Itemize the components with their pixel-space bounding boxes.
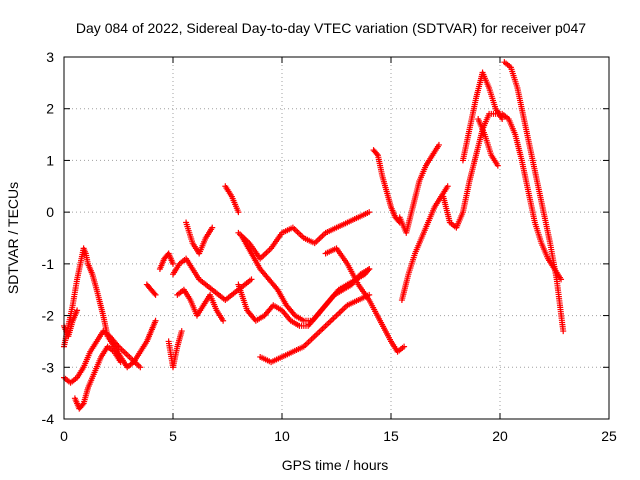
data-point [366,209,373,216]
data-point [151,290,158,297]
data-point [365,267,372,274]
x-axis-label: GPS time / hours [282,457,389,473]
data-point [170,260,176,267]
series-track-11 [222,183,242,216]
series-track-9 [174,286,227,324]
y-tick-label: 0 [46,204,54,220]
series-track-15 [257,291,373,366]
series-track-5 [143,281,159,298]
series-track-17 [370,147,403,226]
series-track-2 [61,328,144,386]
data-point [152,317,159,324]
data-point [366,266,373,273]
series-track-10 [183,219,216,257]
y-tick-label: -1 [42,256,55,272]
data-point [74,307,81,314]
y-tick-label: 1 [46,152,54,168]
data-point [178,328,185,335]
data-points [61,59,567,412]
data-point [248,276,255,283]
x-tick-label: 15 [383,428,399,444]
data-point [401,343,408,350]
x-axis-ticks: 0 5 10 15 20 25 [60,57,617,444]
data-point [494,162,501,169]
x-tick-label: 5 [169,428,177,444]
series-track-6 [156,250,176,273]
series-track-3 [71,343,124,412]
x-tick-label: 0 [60,428,68,444]
y-axis-label: SDTVAR / TECUs [5,182,21,294]
series-track-23 [475,116,501,169]
chart-title: Day 084 of 2022, Sidereal Day-to-day VTE… [76,20,586,36]
data-point [137,364,144,371]
y-tick-label: 3 [46,49,54,65]
series-track-1 [61,245,159,371]
series-track-7 [165,328,185,371]
grid-lines [64,57,609,419]
series-track-21 [459,69,506,164]
y-tick-label: -4 [42,411,55,427]
data-point [117,359,124,366]
x-tick-label: 10 [274,428,290,444]
data-point [235,209,242,216]
x-tick-label: 20 [492,428,508,444]
series-track-19 [398,183,451,304]
series-track-8 [170,255,255,304]
series-track-13 [239,235,373,324]
y-axis-ticks: -4 -3 -2 -1 0 1 2 3 [42,49,609,427]
x-tick-label: 25 [601,428,617,444]
series-track-4 [61,307,81,340]
series-track-20 [440,110,565,283]
series-track-22 [501,59,567,335]
series-track-16 [322,245,408,355]
y-tick-label: -3 [42,359,55,375]
data-point [373,150,380,157]
data-point [209,224,216,231]
y-tick-label: -2 [42,308,55,324]
data-point [560,328,567,335]
y-tick-label: 2 [46,101,54,117]
series-track-18 [396,141,442,236]
series-track-14 [235,209,373,262]
data-point [152,291,159,298]
data-point [444,183,451,190]
plot-frame [63,56,610,420]
data-point [435,141,442,148]
data-point [220,317,227,324]
data-point [79,401,86,408]
data-point [499,116,506,123]
